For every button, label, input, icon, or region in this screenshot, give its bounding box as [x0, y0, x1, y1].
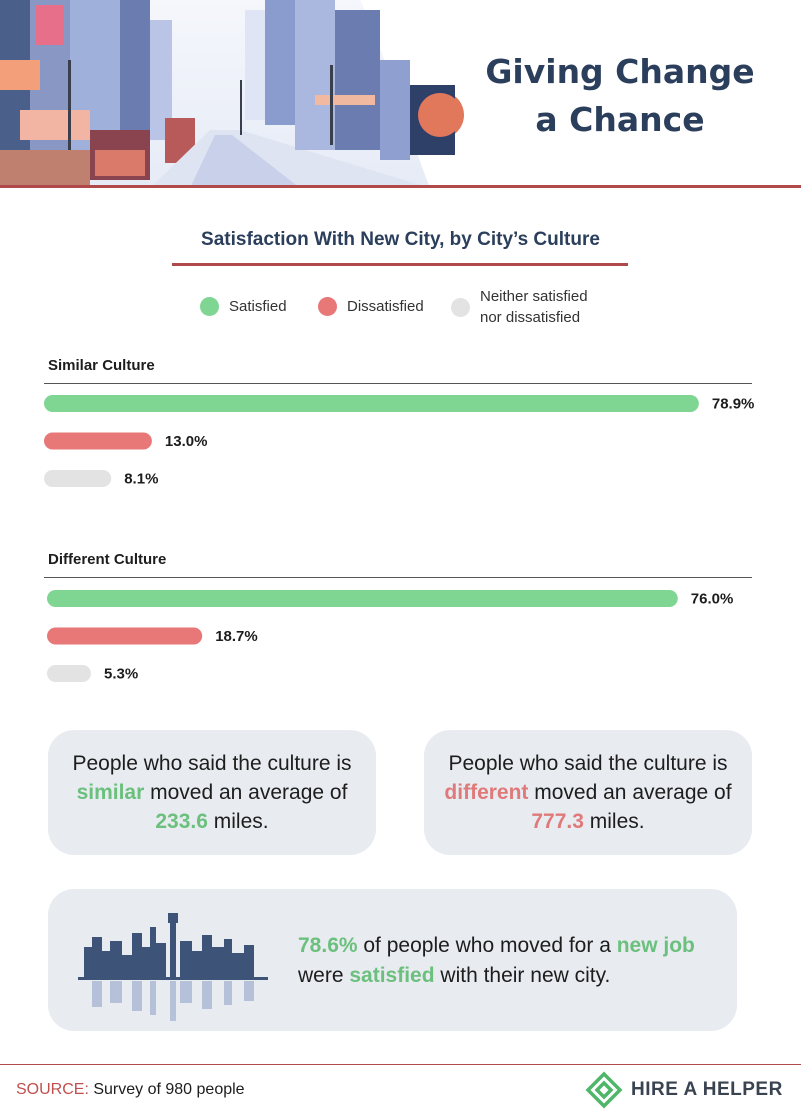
card-similar-culture: People who said the culture is similar m…: [48, 730, 376, 855]
brand-logo: HIRE A HELPER: [585, 1071, 783, 1109]
source-label: SOURCE:: [16, 1081, 89, 1098]
legend-label-neither-line1: Neither satisfied: [480, 288, 588, 305]
legend-label-neither: Neither satisfied nor dissatisfied: [480, 286, 588, 328]
card-similar-highlight: similar: [76, 781, 145, 804]
chart-legend: Satisfied Dissatisfied Neither satisfied…: [0, 286, 801, 330]
title-line-2: a Chance: [535, 100, 705, 139]
card-different-highlight: different: [444, 781, 529, 804]
card-job-value: 78.6%: [298, 934, 358, 957]
group-rule-different: [44, 577, 752, 578]
chart-title: Satisfaction With New City, by City’s Cu…: [201, 229, 600, 250]
card-new-job-text: 78.6% of people who moved for a new job …: [298, 931, 695, 991]
card-job-highlight-satisfied: satisfied: [349, 964, 435, 987]
card-new-job: 78.6% of people who moved for a new job …: [48, 889, 737, 1031]
card-job-text-3: with their new city.: [434, 964, 611, 987]
card-different-text: People who said the culture is different…: [424, 730, 752, 855]
card-different-text-2: moved an average of: [528, 781, 732, 804]
legend-item-dissatisfied: Dissatisfied: [318, 296, 424, 317]
card-similar-text-1: People who said the culture is: [72, 752, 352, 775]
group-title-similar: Similar Culture: [48, 357, 155, 374]
hire-a-helper-logo-icon: [585, 1071, 623, 1109]
bar-different-dissatisfied: [47, 627, 203, 645]
source-note: SOURCE: Survey of 980 people: [16, 1081, 245, 1099]
header-divider: [0, 185, 801, 188]
card-similar-value: 233.6: [155, 810, 208, 833]
brand-name: HIRE A HELPER: [631, 1079, 783, 1100]
bar-different-neither: [47, 665, 91, 682]
bar-chart: 78.9% 13.0% 8.1% 76.0% 18.7% 5.3%: [44, 395, 755, 683]
bar-similar-neither: [44, 470, 112, 487]
source-text: Survey of 980 people: [88, 1081, 245, 1098]
bar-label-different-dissatisfied: 18.7%: [215, 628, 258, 645]
bar-label-similar-neither: 8.1%: [124, 471, 158, 488]
legend-item-neither: Neither satisfied nor dissatisfied: [451, 286, 588, 328]
title-line-1: Giving Change: [485, 52, 755, 91]
bar-similar-satisfied: [44, 395, 699, 412]
bar-similar-dissatisfied: [44, 432, 152, 450]
card-job-highlight-new-job: new job: [616, 934, 695, 957]
footer-divider: [0, 1064, 801, 1065]
group-title-different: Different Culture: [48, 551, 167, 568]
legend-item-satisfied: Satisfied: [200, 296, 287, 317]
card-different-culture: People who said the culture is different…: [424, 730, 752, 855]
card-job-text-2: were: [298, 964, 350, 987]
card-different-value: 777.3: [531, 810, 584, 833]
legend-label-dissatisfied: Dissatisfied: [347, 298, 424, 315]
legend-swatch-dissatisfied: [318, 297, 337, 316]
card-job-text-1: of people who moved for a: [357, 934, 617, 957]
card-different-text-3: miles.: [583, 810, 645, 833]
bar-label-similar-dissatisfied: 13.0%: [165, 433, 208, 450]
bar-label-different-satisfied: 76.0%: [691, 591, 734, 608]
card-similar-text-3: miles.: [207, 810, 269, 833]
chart-title-underline: [172, 263, 628, 266]
group-rule-similar: [44, 383, 752, 384]
skyline-reflection-icon: [78, 913, 268, 1021]
header-illustration: Giving Change a Chance: [0, 0, 801, 188]
legend-label-neither-line2: nor dissatisfied: [480, 309, 581, 326]
bar-label-different-neither: 5.3%: [104, 666, 138, 683]
card-different-text-1: People who said the culture is: [448, 752, 728, 775]
legend-swatch-satisfied: [200, 297, 219, 316]
bar-different-satisfied: [47, 590, 678, 607]
bar-label-similar-satisfied: 78.9%: [712, 396, 755, 413]
card-similar-text-2: moved an average of: [144, 781, 348, 804]
city-street-illustration: [0, 0, 464, 188]
legend-swatch-neither: [451, 297, 470, 317]
card-similar-text: People who said the culture is similar m…: [48, 730, 376, 855]
legend-label-satisfied: Satisfied: [229, 298, 287, 315]
infographic-title: Giving Change a Chance: [470, 48, 770, 144]
